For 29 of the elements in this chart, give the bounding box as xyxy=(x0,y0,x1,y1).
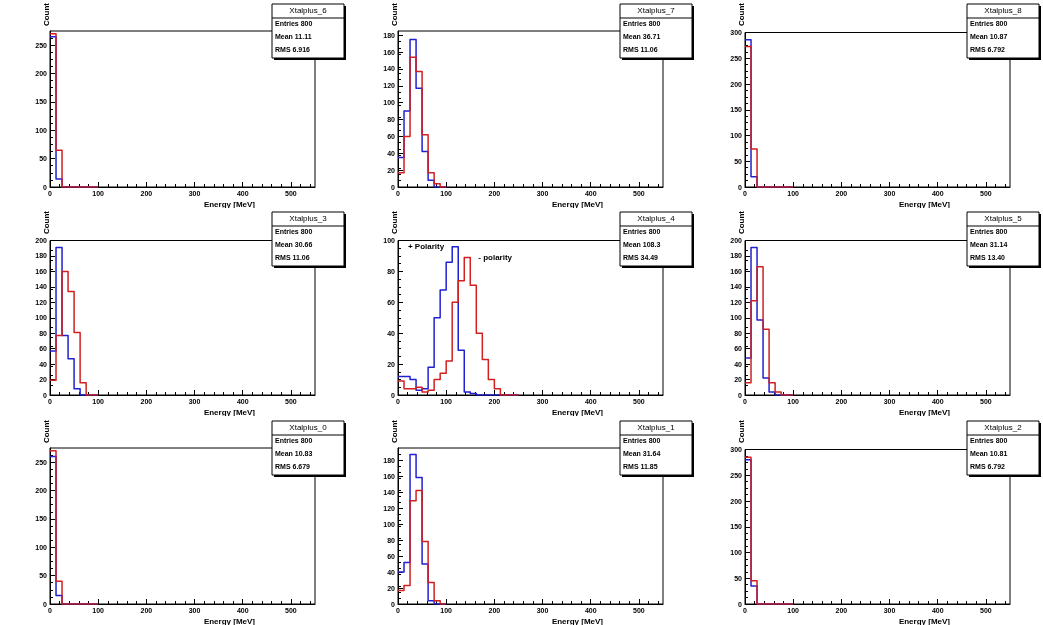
y-axis-title: Count xyxy=(389,210,399,235)
chart-title: Xtalplus_7 xyxy=(637,5,675,15)
y-axis-title: Count xyxy=(389,419,399,443)
x-axis-title: Energy [MeV] xyxy=(551,616,604,625)
chart-title: Xtalplus_6 xyxy=(289,5,328,15)
x-axis-title: Energy [MeV] xyxy=(203,407,256,417)
series-label: - polarity xyxy=(477,253,513,263)
y-axis-title: Count xyxy=(736,2,746,27)
y-axis-title: Count xyxy=(41,2,51,27)
chart-title: Xtalplus_5 xyxy=(984,213,1023,223)
chart-title: Xtalplus_3 xyxy=(289,213,328,223)
x-axis-title: Energy [MeV] xyxy=(203,199,256,209)
y-axis-title: Count xyxy=(389,2,399,27)
y-axis-title: Count xyxy=(736,419,746,443)
chart-title: Xtalplus_0 xyxy=(289,422,328,432)
x-axis-title: Energy [MeV] xyxy=(899,616,951,625)
x-axis-title: Energy [MeV] xyxy=(551,199,604,209)
series-label: + Polarity xyxy=(407,242,445,252)
x-axis-title: Energy [MeV] xyxy=(203,616,256,625)
x-axis-title: Energy [MeV] xyxy=(551,407,604,417)
y-axis-title: Count xyxy=(41,210,51,235)
x-axis-title: Energy [MeV] xyxy=(899,407,951,417)
y-axis-title: Count xyxy=(736,210,746,235)
chart-title: Xtalplus_2 xyxy=(984,422,1023,432)
chart-title: Xtalplus_1 xyxy=(637,422,675,432)
chart-title: Xtalplus_4 xyxy=(637,213,675,223)
x-axis-title: Energy [MeV] xyxy=(899,199,951,209)
chart-title: Xtalplus_8 xyxy=(984,5,1023,15)
y-axis-title: Count xyxy=(41,419,51,443)
